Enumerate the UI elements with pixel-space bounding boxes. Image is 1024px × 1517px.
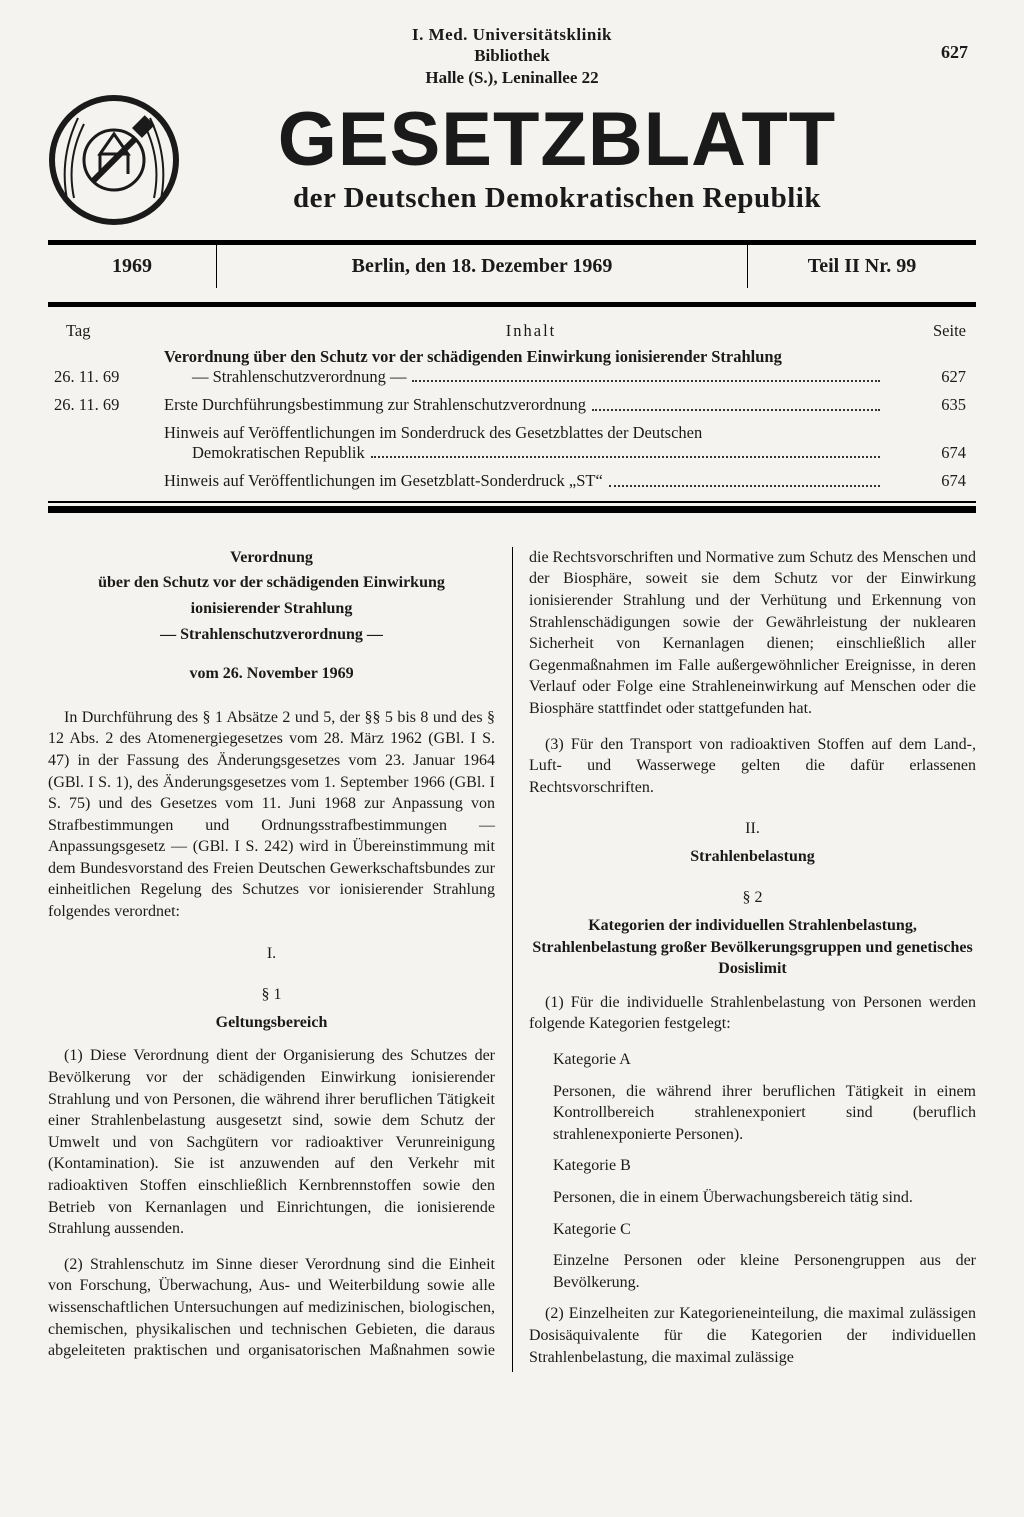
toc-page: 674: [886, 471, 976, 491]
stamp-line-1: I. Med. Universitätsklinik: [48, 24, 976, 45]
section-number: II.: [529, 818, 976, 840]
cat-c-label: Kategorie C: [553, 1219, 976, 1241]
category-b: Kategorie B Personen, die in einem Überw…: [529, 1155, 976, 1208]
toc-text: Erste Durchführungsbestimmung zur Strahl…: [164, 395, 886, 415]
paragraph-number: § 1: [48, 984, 495, 1006]
cat-c-text: Einzelne Personen oder kleine Personengr…: [553, 1250, 976, 1293]
toc-lead: Hinweis auf Veröffentlichungen im Gesetz…: [164, 471, 603, 491]
para-1: (1) Diese Verordnung dient der Organisie…: [48, 1045, 495, 1239]
leader-dots: [609, 473, 880, 487]
toc-head-page: Seite: [886, 321, 976, 341]
para-5: (2) Einzelheiten zur Kategorieneinteilun…: [529, 1303, 976, 1368]
sub-title: der Deutschen Demokratischen Republik: [198, 182, 916, 215]
toc-head-day: Tag: [48, 321, 176, 341]
toc-text: Verordnung über den Schutz vor der schäd…: [164, 347, 886, 387]
ord-h4: — Strahlenschutzverordnung —: [48, 624, 495, 646]
leader-dots: [371, 444, 880, 458]
title-block: GESETZBLATT der Deutschen Demokratischen…: [198, 104, 976, 215]
ord-h1: Verordnung: [48, 547, 495, 569]
ordinance-heading: Verordnung über den Schutz vor der schäd…: [48, 547, 495, 685]
body-columns: Verordnung über den Schutz vor der schäd…: [48, 547, 976, 1372]
toc-single-line: Erste Durchführungsbestimmung zur Strahl…: [164, 395, 886, 415]
toc-head-title: Inhalt: [176, 321, 886, 341]
issue-place-date: Berlin, den 18. Dezember 1969: [217, 245, 748, 288]
toc-single-line: Hinweis auf Veröffentlichungen im Gesetz…: [164, 471, 886, 491]
category-c: Kategorie C Einzelne Personen oder klein…: [529, 1219, 976, 1294]
issue-part: Teil II Nr. 99: [748, 245, 976, 288]
toc-page: 627: [886, 367, 976, 387]
cat-a-text: Personen, die während ihrer beruflichen …: [553, 1081, 976, 1146]
ord-date: vom 26. November 1969: [48, 663, 495, 685]
page-number: 627: [941, 42, 968, 63]
library-stamp: I. Med. Universitätsklinik Bibliothek Ha…: [48, 24, 976, 88]
toc-row: Hinweis auf Veröffentlichungen im Sonder…: [48, 423, 976, 463]
masthead: GESETZBLATT der Deutschen Demokratischen…: [48, 94, 976, 226]
cat-a-label: Kategorie A: [553, 1049, 976, 1071]
state-emblem-icon: [48, 94, 180, 226]
stamp-line-3: Halle (S.), Leninallee 22: [48, 67, 976, 88]
toc-text: Hinweis auf Veröffentlichungen im Sonder…: [164, 423, 886, 463]
toc-day: 26. 11. 69: [48, 367, 164, 387]
rule: [48, 501, 976, 503]
issue-row: 1969 Berlin, den 18. Dezember 1969 Teil …: [48, 245, 976, 288]
toc-row: Hinweis auf Veröffentlichungen im Gesetz…: [48, 471, 976, 491]
section-2-head: II. Strahlenbelastung § 2 Kategorien der…: [529, 818, 976, 980]
toc-day: 26. 11. 69: [48, 395, 164, 415]
toc-lead: Demokratischen Republik: [192, 443, 365, 463]
toc-lead: Erste Durchführungsbestimmung zur Strahl…: [164, 395, 586, 415]
cat-b-text: Personen, die in einem Überwachungsberei…: [553, 1187, 976, 1209]
toc-row: 26. 11. 69 Verordnung über den Schutz vo…: [48, 347, 976, 387]
toc-subtitle-line: — Strahlenschutzverordnung —: [164, 367, 886, 387]
section-subtitle: Kategorien der individuellen Strahlenbel…: [529, 915, 976, 980]
toc-row: 26. 11. 69 Erste Durchführungsbestimmung…: [48, 395, 976, 415]
toc-text: Hinweis auf Veröffentlichungen im Gesetz…: [164, 471, 886, 491]
page: I. Med. Universitätsklinik Bibliothek Ha…: [0, 0, 1024, 1517]
issue-year: 1969: [48, 245, 217, 288]
section-title: Strahlenbelastung: [529, 846, 976, 868]
cat-b-label: Kategorie B: [553, 1155, 976, 1177]
leader-dots: [412, 368, 880, 382]
main-title: GESETZBLATT: [198, 104, 916, 176]
ord-h3: ionisierender Strahlung: [48, 598, 495, 620]
toc-page: 674: [886, 443, 976, 463]
toc-title-line: Verordnung über den Schutz vor der schäd…: [164, 347, 886, 367]
para-3: (3) Für den Transport von radioaktiven S…: [529, 734, 976, 799]
para-4: (1) Für die individuelle Strahlenbelastu…: [529, 992, 976, 1035]
toc-page: 635: [886, 395, 976, 415]
toc-line-a: Hinweis auf Veröffentlichungen im Sonder…: [164, 423, 886, 443]
section-number: I.: [48, 943, 495, 965]
rule: [48, 302, 976, 307]
stamp-line-2: Bibliothek: [48, 45, 976, 66]
section-title: Geltungsbereich: [48, 1012, 495, 1034]
table-of-contents: Tag Inhalt Seite 26. 11. 69 Verordnung ü…: [48, 321, 976, 491]
toc-header: Tag Inhalt Seite: [48, 321, 976, 341]
separator: [48, 501, 976, 513]
rule: [48, 506, 976, 513]
paragraph-number: § 2: [529, 887, 976, 909]
category-a: Kategorie A Personen, die während ihrer …: [529, 1049, 976, 1145]
leader-dots: [592, 397, 880, 411]
toc-lead: — Strahlenschutzverordnung —: [192, 367, 406, 387]
ord-h2: über den Schutz vor der schädigenden Ein…: [48, 572, 495, 594]
toc-line-b: Demokratischen Republik: [164, 443, 886, 463]
preamble: In Durchführung des § 1 Absätze 2 und 5,…: [48, 707, 495, 923]
